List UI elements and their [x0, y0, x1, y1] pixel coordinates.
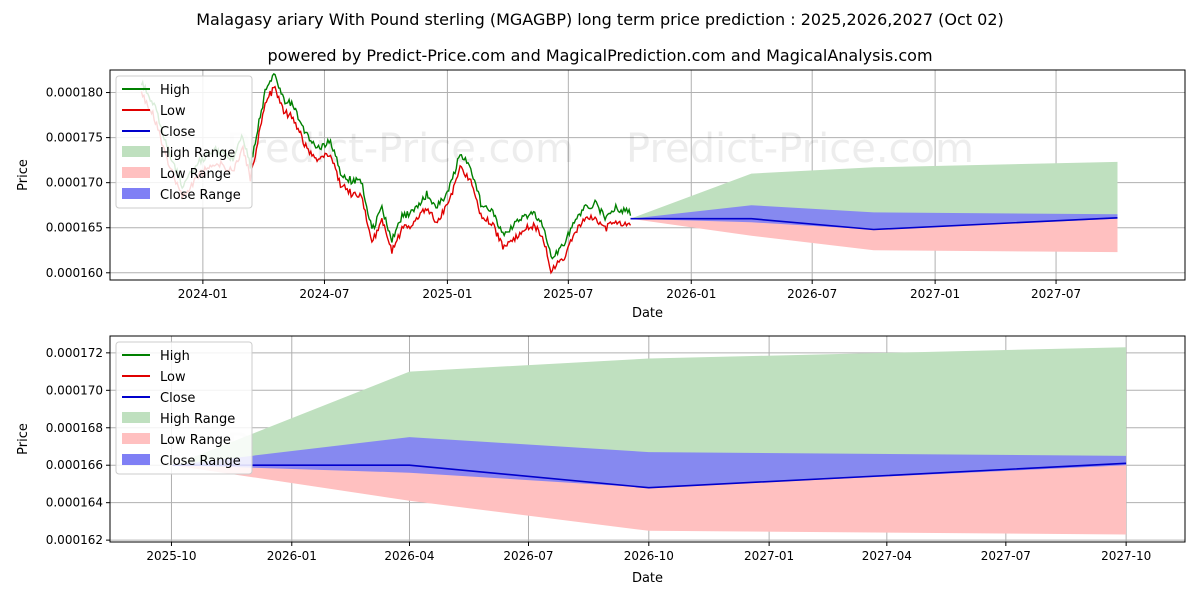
y-tick-label: 0.000172 [46, 346, 103, 360]
legend-label: Low Range [160, 167, 231, 182]
legend-label: High [160, 83, 190, 98]
legend-label: Low [160, 104, 186, 119]
x-tick-label: 2025-01 [422, 287, 472, 301]
low-range-area [172, 463, 1127, 535]
legend-swatch [122, 146, 150, 157]
x-tick-label: 2027-07 [1031, 287, 1081, 301]
y-tick-label: 0.000170 [46, 176, 103, 190]
x-tick-label: 2027-01 [744, 549, 794, 563]
legend-swatch [122, 454, 150, 465]
legend-swatch [122, 433, 150, 444]
watermark: Predict-Price.com [226, 126, 574, 172]
legend: High Low Close High Range Low Range Close Ran… [115, 341, 253, 475]
x-tick-label: 2025-10 [146, 549, 196, 563]
y-tick-label: 0.000170 [46, 383, 103, 397]
y-tick-label: 0.000166 [46, 458, 103, 472]
x-tick-label: 2026-01 [267, 549, 317, 563]
chart-panel-1: Predict-Price.com Predict-Price.com 2024-0… [16, 69, 1186, 321]
plot-area: Predict-Price.com Predict-Price.com [110, 70, 1185, 280]
legend-label: High Range [160, 146, 235, 161]
legend-label: Close [160, 125, 195, 140]
y-tick-label: 0.000160 [46, 266, 103, 280]
x-tick-label: 2027-10 [1101, 549, 1151, 563]
x-tick-label: 2027-07 [981, 549, 1031, 563]
y-tick-label: 0.000175 [46, 131, 103, 145]
legend-label: High [160, 349, 190, 364]
legend-label: Close Range [160, 454, 241, 469]
watermark: Predict-Price.com [626, 126, 974, 172]
x-tick-label: 2026-10 [624, 549, 674, 563]
plot-frame [109, 69, 1186, 281]
x-tick-label: 2027-01 [910, 287, 960, 301]
low-range-area [630, 217, 1118, 253]
x-axis-label: Date [632, 571, 663, 586]
legend-label: Low Range [160, 433, 231, 448]
x-tick-label: 2027-04 [862, 549, 912, 563]
y-axis-label: Price [16, 423, 31, 455]
legend-label: Low [160, 370, 186, 385]
x-tick-label: 2026-04 [384, 549, 434, 563]
y-tick-label: 0.000164 [46, 496, 103, 510]
y-tick-label: 0.000168 [46, 421, 103, 435]
legend-label: Close [160, 391, 195, 406]
y-axis-label: Price [16, 159, 31, 191]
x-tick-label: 2025-07 [543, 287, 593, 301]
y-tick-label: 0.000162 [46, 533, 103, 547]
chart-title: Malagasy ariary With Pound sterling (MGA… [196, 10, 1004, 29]
plot-frame [109, 335, 1186, 543]
close-line [172, 462, 1127, 489]
y-tick-label: 0.000165 [46, 221, 103, 235]
x-tick-label: 2024-07 [299, 287, 349, 301]
legend-swatch [122, 188, 150, 199]
x-axis-label: Date [632, 306, 663, 321]
legend-swatch [122, 167, 150, 178]
legend-label: Close Range [160, 188, 241, 203]
close-line [630, 217, 1118, 231]
legend-label: High Range [160, 412, 235, 427]
legend-swatch [122, 412, 150, 423]
x-tick-label: 2026-07 [787, 287, 837, 301]
x-tick-label: 2024-01 [178, 287, 228, 301]
x-tick-label: 2026-07 [503, 549, 553, 563]
y-tick-label: 0.000180 [46, 86, 103, 100]
legend: High Low Close High Range Low Range Close Ran… [115, 75, 253, 209]
chart-subtitle: powered by Predict-Price.com and Magical… [267, 46, 933, 65]
x-tick-label: 2026-01 [666, 287, 716, 301]
